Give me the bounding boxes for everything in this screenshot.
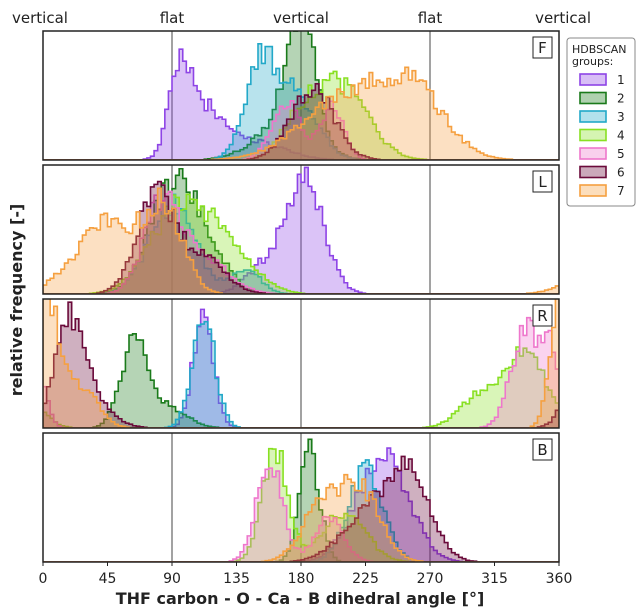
legend-swatch-2 (579, 91, 607, 105)
panel-label-box (532, 304, 553, 327)
panel-label-box (532, 170, 553, 193)
legend-label-7: 7 (617, 184, 625, 198)
histogram-R-group-6 (43, 301, 559, 428)
panel-L: L (42, 164, 560, 295)
histogram-R-group-2 (43, 332, 559, 428)
x-tick-labels: 0 45 90 135 180 225 270 315 360 (39, 562, 573, 587)
histogram-R-group-7 (43, 299, 559, 428)
panel-R: R (42, 298, 560, 429)
x-tick-label: 180 (288, 571, 315, 587)
histogram-R-group-5 (43, 316, 559, 428)
legend-label-6: 6 (617, 166, 625, 180)
panel-label-box (532, 36, 553, 59)
top-label-flat: flat (160, 9, 185, 27)
legend-title: groups: (572, 55, 613, 68)
histogram-L-group-1 (43, 166, 559, 294)
x-tick-label: 225 (352, 571, 379, 587)
top-label-vertical: vertical (535, 9, 591, 27)
panel-label: R (537, 307, 547, 325)
histogram-F-group-5 (43, 100, 559, 160)
x-tick-label: 90 (163, 571, 181, 587)
legend-label-2: 2 (617, 92, 625, 106)
x-tick-label: 360 (546, 571, 573, 587)
x-tick-label: 270 (417, 571, 444, 587)
panel-F: F (42, 30, 560, 161)
histogram-B-group-5 (43, 467, 559, 562)
panels: F L R B (42, 30, 560, 563)
panel-label: F (538, 39, 547, 57)
panel-frame (42, 30, 560, 161)
x-tick-label: 0 (39, 571, 48, 587)
histogram-B-group-3 (43, 459, 559, 562)
histogram-B-group-6 (43, 455, 559, 562)
x-tick-label: 45 (99, 571, 117, 587)
x-tick-label: 135 (223, 571, 250, 587)
legend-label-4: 4 (617, 129, 625, 143)
legend-title: HDBSCAN (572, 43, 627, 56)
panel-label: B (537, 441, 547, 459)
legend-swatch-4 (579, 128, 607, 142)
legend-swatch-7 (579, 184, 607, 197)
legend-swatch-6 (579, 165, 607, 179)
top-label-flat: flat (418, 9, 443, 27)
histogram-F-group-6 (43, 83, 559, 160)
panel-frame (42, 164, 560, 295)
histogram-F-group-7 (43, 66, 559, 160)
legend-label-3: 3 (617, 110, 625, 124)
legend-swatch-1 (579, 73, 607, 86)
panel-B: B (42, 432, 560, 563)
histogram-R-group-4 (43, 346, 559, 428)
panel-frame (42, 298, 560, 429)
x-tick-label: 315 (481, 571, 508, 587)
legend-label-1: 1 (617, 73, 625, 87)
histogram-L-group-7 (43, 187, 559, 294)
legend-swatch-3 (579, 110, 607, 123)
panel-label: L (538, 173, 547, 191)
legend-swatch-5 (579, 147, 607, 160)
histogram-B-group-7 (43, 473, 559, 562)
top-label-vertical: vertical (273, 9, 329, 27)
legend-label-5: 5 (617, 147, 625, 161)
top-label-vertical: vertical (12, 9, 68, 27)
x-axis-label: THF carbon - O - Ca - B dihedral angle [… (116, 589, 485, 608)
histogram-B-group-2 (43, 438, 559, 562)
panel-label-box (532, 438, 553, 461)
y-axis-label: relative frequency [-] (7, 204, 26, 397)
top-orientation-labels: vertical flat vertical flat vertical (12, 9, 591, 27)
